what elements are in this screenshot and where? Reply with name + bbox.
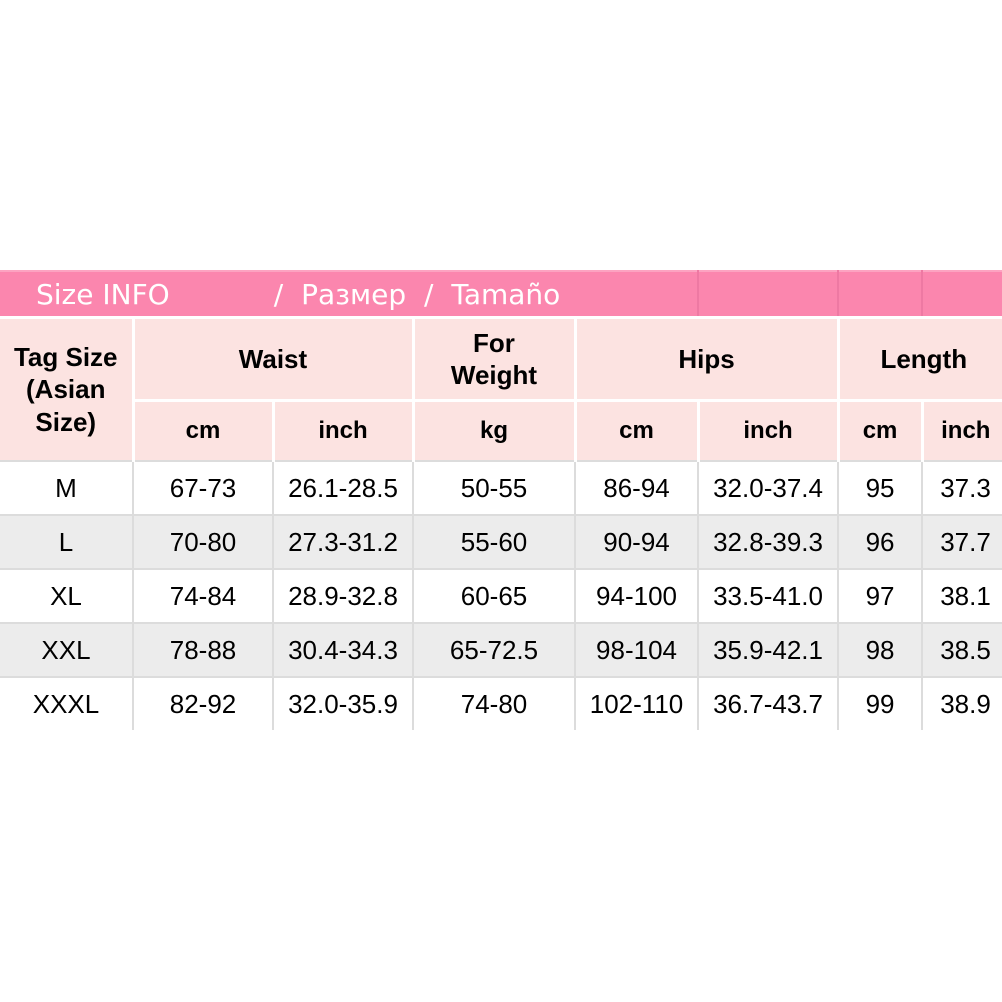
size-chart-table: Size INFO / Размер / Tamaño Tag Size (As… xyxy=(0,270,1002,730)
data-cell: 94-100 xyxy=(573,568,700,624)
data-cell: 35.9-42.1 xyxy=(697,622,840,678)
data-cell: 33.5-41.0 xyxy=(697,568,840,624)
data-cell: 95 xyxy=(837,460,924,516)
data-cell: 32.0-37.4 xyxy=(697,460,840,516)
data-cell: 38.9 xyxy=(921,676,1002,730)
data-cell: 102-110 xyxy=(573,676,700,730)
table-row-xl: XL 74-84 28.9-32.8 60-65 94-100 33.5-41.… xyxy=(0,568,1002,624)
banner-subtitle: / Размер / Tamaño xyxy=(273,277,561,311)
table-row-xxl: XXL 78-88 30.4-34.3 65-72.5 98-104 35.9-… xyxy=(0,622,1002,678)
group-header-for-weight-label: For Weight xyxy=(450,327,538,391)
banner-title: Size INFO xyxy=(36,277,170,311)
group-header-row: Tag Size (Asian Size) Waist For Weight H… xyxy=(0,316,1002,461)
banner-filler-cell xyxy=(838,270,924,319)
size-cell: M xyxy=(0,460,134,516)
data-cell: 50-55 xyxy=(412,460,576,516)
unit-header-row: cm inch kg cm inch cm inch xyxy=(0,399,1002,461)
corner-header-label: Tag Size (Asian Size) xyxy=(13,341,118,437)
table-row-m: M 67-73 26.1-28.5 50-55 86-94 32.0-37.4 … xyxy=(0,460,1002,516)
data-cell: 32.8-39.3 xyxy=(697,514,840,570)
data-cell: 90-94 xyxy=(573,514,700,570)
table-row-l: L 70-80 27.3-31.2 55-60 90-94 32.8-39.3 … xyxy=(0,514,1002,570)
data-cell: 96 xyxy=(837,514,924,570)
size-cell: L xyxy=(0,514,134,570)
data-cell: 28.9-32.8 xyxy=(272,568,414,624)
corner-header-tag-size: Tag Size (Asian Size) xyxy=(0,316,135,461)
group-header-for-weight: For Weight xyxy=(411,316,577,402)
data-cell: 86-94 xyxy=(573,460,700,516)
data-cell: 98 xyxy=(837,622,924,678)
data-cell: 99 xyxy=(837,676,924,730)
unit-header-hips-cm: cm xyxy=(573,399,700,461)
size-cell: XXXL xyxy=(0,676,134,730)
data-cell: 78-88 xyxy=(132,622,274,678)
banner-row: Size INFO / Размер / Tamaño xyxy=(0,270,1002,319)
data-cell: 55-60 xyxy=(412,514,576,570)
data-cell: 37.3 xyxy=(921,460,1002,516)
data-cell: 36.7-43.7 xyxy=(697,676,840,730)
data-cell: 32.0-35.9 xyxy=(272,676,414,730)
data-cell: 30.4-34.3 xyxy=(272,622,414,678)
unit-header-waist-inch: inch xyxy=(271,399,415,461)
data-cell: 60-65 xyxy=(412,568,576,624)
size-cell: XXL xyxy=(0,622,134,678)
data-cell: 74-84 xyxy=(132,568,274,624)
unit-header-hips-inch: inch xyxy=(696,399,840,461)
banner-filler-cell xyxy=(922,270,1002,319)
unit-header-weight-kg: kg xyxy=(411,399,577,461)
data-cell: 98-104 xyxy=(573,622,700,678)
data-cell: 97 xyxy=(837,568,924,624)
data-cell: 74-80 xyxy=(412,676,576,730)
banner-text: Size INFO / Размер / Tamaño xyxy=(1,278,696,311)
size-cell: XL xyxy=(0,568,134,624)
data-cell: 70-80 xyxy=(132,514,274,570)
unit-header-length-cm: cm xyxy=(836,399,924,461)
data-cell: 67-73 xyxy=(132,460,274,516)
data-cell: 27.3-31.2 xyxy=(272,514,414,570)
group-header-length: Length xyxy=(836,316,1002,402)
banner-title-cell: Size INFO / Размер / Tamaño xyxy=(0,270,700,319)
data-cell: 65-72.5 xyxy=(412,622,576,678)
data-cell: 38.5 xyxy=(921,622,1002,678)
banner-filler-cell xyxy=(698,270,840,319)
data-cell: 26.1-28.5 xyxy=(272,460,414,516)
unit-header-waist-cm: cm xyxy=(133,399,275,461)
unit-header-length-inch: inch xyxy=(920,399,1002,461)
group-header-hips: Hips xyxy=(573,316,840,402)
table-row-xxxl: XXXL 82-92 32.0-35.9 74-80 102-110 36.7-… xyxy=(0,676,1002,730)
data-cell: 37.7 xyxy=(921,514,1002,570)
data-cell: 82-92 xyxy=(132,676,274,730)
group-header-waist: Waist xyxy=(131,316,415,402)
data-cell: 38.1 xyxy=(921,568,1002,624)
size-chart: Size INFO / Размер / Tamaño Tag Size (As… xyxy=(0,270,1002,730)
